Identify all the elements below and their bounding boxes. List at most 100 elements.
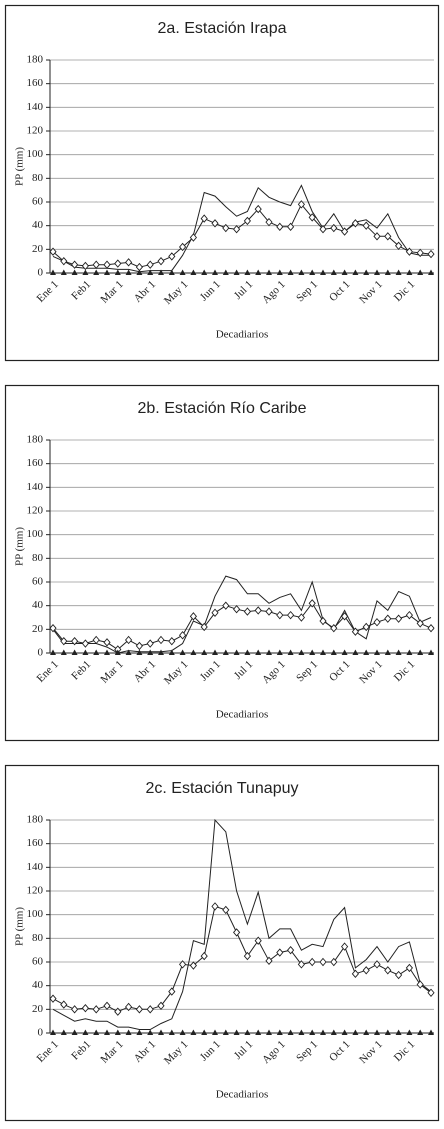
triangle-marker xyxy=(60,649,67,655)
triangle-marker xyxy=(60,1029,67,1035)
diamond-marker xyxy=(243,951,251,961)
triangle-marker xyxy=(136,1029,143,1035)
y-tick-label: 60 xyxy=(32,576,44,588)
triangle-marker xyxy=(201,1029,208,1035)
triangle-marker xyxy=(71,1029,78,1035)
diamond-marker xyxy=(125,258,133,267)
diamond-marker xyxy=(351,969,359,979)
series-line xyxy=(52,575,432,654)
chart-title: 2b. Estación Río Caribe xyxy=(138,400,307,417)
triangle-marker xyxy=(233,269,240,275)
diamond-marker xyxy=(265,607,273,616)
triangle-marker xyxy=(255,649,262,655)
diamond-marker xyxy=(405,247,413,256)
y-tick-label: 140 xyxy=(27,101,44,113)
triangle-marker xyxy=(395,1029,402,1035)
triangle-marker xyxy=(384,649,391,655)
triangle-marker xyxy=(406,649,413,655)
diamond-marker xyxy=(362,966,370,975)
diamond-marker xyxy=(276,948,284,957)
triangle-marker xyxy=(125,269,132,275)
triangle-marker xyxy=(320,649,326,655)
diamond-marker xyxy=(114,259,122,268)
triangle-marker xyxy=(179,1029,186,1035)
diamond-marker xyxy=(330,957,338,967)
triangle-marker xyxy=(341,1029,348,1035)
x-axis-label: Decadiarios xyxy=(216,329,269,341)
diamond-marker xyxy=(233,928,241,937)
diamond-marker xyxy=(233,225,241,234)
diamond-marker xyxy=(330,623,338,633)
triangle-marker xyxy=(50,269,56,275)
diamond-marker xyxy=(373,618,381,627)
diamond-marker xyxy=(384,966,392,975)
diamond-marker xyxy=(427,623,435,633)
triangle-marker xyxy=(276,649,283,655)
diamond-marker xyxy=(125,635,133,645)
triangle-marker xyxy=(82,649,89,655)
diamond-marker xyxy=(297,613,305,622)
diamond-marker xyxy=(351,219,359,228)
triangle-marker xyxy=(104,649,110,655)
triangle-marker xyxy=(352,649,359,655)
triangle-marker xyxy=(298,1029,305,1035)
triangle-marker xyxy=(309,269,316,275)
triangle-marker xyxy=(374,649,380,655)
triangle-marker xyxy=(82,269,89,275)
y-tick-label: 20 xyxy=(32,243,44,255)
y-tick-label: 0 xyxy=(38,267,44,279)
y-axis-label: PP (mm) xyxy=(14,907,26,946)
triangle-marker xyxy=(190,269,197,275)
triangle-marker xyxy=(363,649,370,655)
y-tick-label: 160 xyxy=(27,77,44,89)
diamond-marker xyxy=(60,636,68,646)
triangle-marker xyxy=(341,649,348,655)
diamond-marker xyxy=(243,216,251,226)
triangle-marker xyxy=(125,1029,132,1035)
triangle-marker xyxy=(114,1029,121,1035)
diamond-marker xyxy=(265,956,273,966)
diamond-marker xyxy=(395,970,403,980)
triangle-marker xyxy=(266,269,272,275)
diamond-marker xyxy=(211,219,219,228)
triangle-marker xyxy=(417,1029,424,1035)
triangle-marker xyxy=(309,1029,316,1035)
triangle-marker xyxy=(93,1029,100,1035)
triangle-marker xyxy=(71,649,78,655)
diamond-marker xyxy=(384,614,392,623)
triangle-marker xyxy=(255,269,262,275)
y-tick-label: 40 xyxy=(32,979,44,991)
triangle-marker xyxy=(158,649,164,655)
triangle-marker xyxy=(330,1029,337,1035)
diamond-marker xyxy=(319,225,327,234)
diamond-marker xyxy=(49,247,57,256)
diamond-marker xyxy=(233,605,241,614)
diamond-marker xyxy=(49,994,57,1003)
triangle-marker xyxy=(363,269,370,275)
triangle-marker xyxy=(222,1029,229,1035)
diamond-marker xyxy=(416,619,424,628)
triangle-marker xyxy=(82,1029,89,1035)
y-tick-label: 80 xyxy=(32,172,44,184)
diamond-marker xyxy=(362,622,370,632)
triangle-marker xyxy=(417,269,424,275)
series-line xyxy=(52,818,432,1030)
y-tick-label: 20 xyxy=(32,623,44,635)
triangle-marker xyxy=(168,1029,175,1035)
diamond-marker xyxy=(71,636,79,646)
diamond-marker xyxy=(222,601,230,610)
triangle-marker xyxy=(179,269,186,275)
diamond-marker xyxy=(362,221,370,230)
diamond-marker xyxy=(189,961,197,970)
diamond-marker xyxy=(81,261,89,271)
triangle-marker xyxy=(287,269,294,275)
triangle-marker xyxy=(50,649,56,655)
diamond-marker xyxy=(168,636,176,646)
diamond-marker xyxy=(135,641,143,651)
triangle-marker xyxy=(287,1029,294,1035)
diamond-marker xyxy=(157,256,165,266)
diamond-marker xyxy=(146,1005,154,1014)
triangle-marker xyxy=(158,1029,164,1035)
